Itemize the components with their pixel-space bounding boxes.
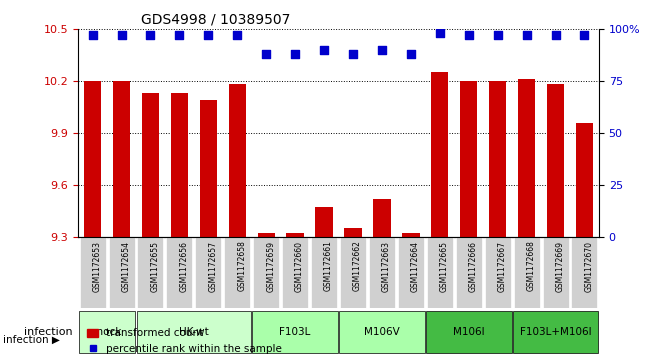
Bar [229, 85, 246, 237]
Text: GSM1172653: GSM1172653 [92, 241, 102, 291]
FancyBboxPatch shape [282, 237, 308, 308]
Text: GSM1172655: GSM1172655 [150, 241, 159, 291]
Text: F103L+M106I: F103L+M106I [519, 327, 591, 337]
FancyBboxPatch shape [79, 311, 135, 353]
FancyBboxPatch shape [513, 311, 598, 353]
Point [348, 51, 358, 57]
Text: GSM1172668: GSM1172668 [527, 241, 536, 291]
FancyBboxPatch shape [456, 237, 482, 308]
FancyBboxPatch shape [542, 237, 568, 308]
Bar [489, 81, 506, 237]
Point [261, 51, 271, 57]
Point [117, 32, 127, 38]
Text: mock: mock [93, 327, 121, 337]
Point [464, 32, 474, 38]
Point [145, 32, 156, 38]
FancyBboxPatch shape [253, 311, 338, 353]
Bar [171, 93, 188, 237]
Point [435, 30, 445, 36]
Bar [84, 81, 102, 237]
FancyBboxPatch shape [484, 237, 510, 308]
Text: M106I: M106I [453, 327, 484, 337]
FancyBboxPatch shape [339, 311, 424, 353]
Text: infection: infection [24, 327, 73, 337]
FancyBboxPatch shape [79, 237, 105, 308]
FancyBboxPatch shape [137, 311, 251, 353]
Bar [460, 81, 477, 237]
Text: GSM1172658: GSM1172658 [237, 241, 246, 291]
FancyBboxPatch shape [167, 237, 193, 308]
Point [521, 32, 532, 38]
FancyBboxPatch shape [426, 311, 512, 353]
Bar [113, 81, 130, 237]
FancyBboxPatch shape [427, 237, 453, 308]
FancyBboxPatch shape [224, 237, 250, 308]
Bar [575, 123, 593, 237]
Point [550, 32, 561, 38]
Text: GSM1172654: GSM1172654 [122, 241, 130, 291]
Text: GSM1172664: GSM1172664 [411, 241, 420, 291]
Text: GSM1172656: GSM1172656 [180, 241, 188, 291]
Text: GSM1172669: GSM1172669 [555, 241, 564, 291]
Point [87, 32, 98, 38]
Point [174, 32, 185, 38]
Text: GSM1172666: GSM1172666 [469, 241, 478, 291]
Bar [286, 233, 304, 237]
Text: HK-wt: HK-wt [179, 327, 209, 337]
Text: GSM1172660: GSM1172660 [295, 241, 304, 291]
FancyBboxPatch shape [340, 237, 366, 308]
Bar [547, 85, 564, 237]
Bar [315, 208, 333, 237]
Point [319, 47, 329, 53]
Text: GSM1172665: GSM1172665 [440, 241, 449, 291]
FancyBboxPatch shape [369, 237, 395, 308]
Text: GSM1172657: GSM1172657 [208, 241, 217, 291]
FancyBboxPatch shape [137, 237, 163, 308]
Bar [373, 199, 391, 237]
Bar [402, 233, 419, 237]
Point [377, 47, 387, 53]
Text: GSM1172663: GSM1172663 [382, 241, 391, 291]
FancyBboxPatch shape [109, 237, 135, 308]
Bar [431, 72, 449, 237]
Text: F103L: F103L [279, 327, 311, 337]
Point [203, 32, 214, 38]
Bar [518, 79, 535, 237]
FancyBboxPatch shape [253, 237, 279, 308]
Bar [200, 100, 217, 237]
Text: GSM1172661: GSM1172661 [324, 241, 333, 291]
FancyBboxPatch shape [311, 237, 337, 308]
FancyBboxPatch shape [398, 237, 424, 308]
FancyBboxPatch shape [572, 237, 598, 308]
Text: GDS4998 / 10389507: GDS4998 / 10389507 [141, 12, 290, 26]
Text: GSM1172670: GSM1172670 [585, 241, 594, 291]
FancyBboxPatch shape [195, 237, 221, 308]
Legend: transformed count, percentile rank within the sample: transformed count, percentile rank withi… [83, 324, 286, 358]
Bar [258, 233, 275, 237]
Text: GSM1172667: GSM1172667 [497, 241, 506, 291]
Bar [344, 228, 362, 237]
Bar [142, 93, 159, 237]
Text: M106V: M106V [364, 327, 400, 337]
Point [290, 51, 300, 57]
Text: GSM1172662: GSM1172662 [353, 241, 362, 291]
Point [406, 51, 416, 57]
Text: GSM1172659: GSM1172659 [266, 241, 275, 291]
Point [492, 32, 503, 38]
Point [579, 32, 590, 38]
Text: infection ▶: infection ▶ [3, 334, 60, 344]
FancyBboxPatch shape [514, 237, 540, 308]
Point [232, 32, 242, 38]
